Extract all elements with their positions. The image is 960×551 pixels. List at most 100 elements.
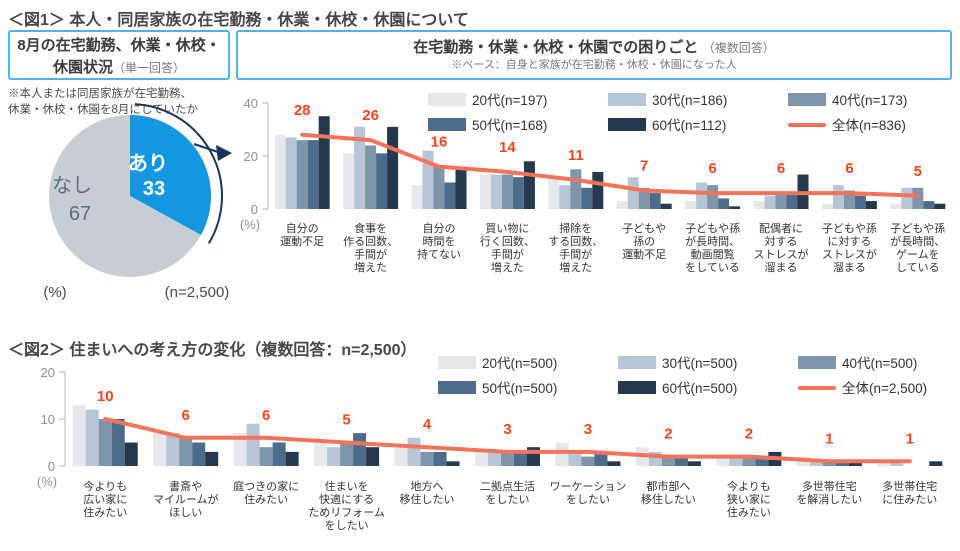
category-label: 移住したい — [641, 492, 696, 506]
bar — [72, 404, 86, 466]
y-tick-label: 0 — [48, 459, 55, 474]
bar — [716, 456, 730, 466]
category-label: 子どもや孫 — [822, 222, 877, 235]
category-label: 自分の — [423, 222, 456, 235]
bar — [394, 447, 408, 466]
bar — [205, 451, 219, 466]
category-label: 地方へ — [411, 479, 444, 493]
total-value-label: 11 — [568, 147, 584, 164]
bar — [687, 461, 701, 466]
bar — [327, 447, 341, 466]
y-tick-label: 10 — [41, 412, 55, 427]
bar — [809, 461, 823, 466]
category-label: 子どもや孫 — [685, 222, 740, 235]
bar — [848, 461, 862, 466]
bar — [854, 195, 866, 209]
bar — [387, 126, 399, 209]
category-label: 買い物に — [485, 221, 529, 235]
bar — [446, 461, 460, 466]
total-value-label: 6 — [777, 160, 785, 177]
legend-swatch — [608, 118, 646, 131]
category-label: 対する — [765, 234, 798, 248]
category-label: 増えた — [354, 261, 387, 274]
category-label: 狭い家に — [727, 492, 771, 506]
category-label: 手間が — [491, 247, 524, 261]
pie-no-value: 67 — [69, 203, 91, 225]
bar — [514, 451, 527, 466]
bar — [786, 193, 798, 209]
category-label: 掃除を — [559, 221, 592, 235]
bar — [890, 203, 902, 209]
bar — [433, 451, 447, 466]
bar — [376, 153, 388, 209]
bar — [607, 461, 621, 466]
total-value-label: 14 — [499, 139, 516, 156]
bar — [729, 456, 743, 466]
bar — [685, 201, 697, 209]
bar — [523, 161, 535, 209]
bar — [775, 193, 787, 209]
category-label: 溜まる — [765, 260, 798, 274]
bar — [660, 203, 672, 209]
bar — [314, 442, 328, 466]
bar — [274, 134, 286, 209]
category-label: 運動不足 — [622, 247, 666, 261]
arrow-line — [193, 143, 219, 153]
bar — [627, 177, 639, 209]
figure1-title: ＜図1＞ 本人・同居家族の在宅勤務・休業・休校・休園について — [8, 12, 469, 29]
bar — [616, 201, 628, 209]
bar — [638, 187, 650, 209]
bar — [649, 193, 661, 209]
bar — [420, 451, 434, 466]
figure1-left-answer-type: （単一回答） — [113, 60, 186, 75]
category-label: ストレスが — [754, 247, 809, 261]
category-label: ほしい — [169, 506, 202, 519]
bar — [433, 166, 445, 209]
category-label: ワーケーション — [550, 480, 627, 493]
legend-swatch — [428, 93, 466, 106]
category-label: 書斎や — [169, 479, 202, 493]
bar — [865, 201, 877, 209]
figure1-left-heading: 8月の在宅勤務、休業・休校・休園状況 — [17, 37, 221, 76]
total-value-label: 1 — [825, 430, 833, 447]
legend-label: 40代(n=500) — [842, 356, 917, 371]
category-label: 多世帯住宅 — [802, 479, 857, 493]
bar — [877, 461, 891, 466]
total-value-label: 5 — [914, 163, 922, 180]
bar — [272, 442, 286, 466]
bar — [85, 409, 99, 466]
category-label: 増えた — [559, 261, 592, 274]
arrow-head-icon — [216, 145, 232, 161]
bar — [192, 442, 206, 466]
bar — [166, 433, 180, 466]
total-value-label: 7 — [640, 157, 648, 174]
category-label: 子どもや孫 — [890, 222, 945, 235]
total-value-label: 26 — [362, 107, 379, 124]
category-label: 孫の — [633, 235, 655, 248]
bar — [179, 437, 193, 466]
bar — [501, 451, 514, 466]
bar — [559, 185, 571, 209]
category-label: をしたい — [325, 519, 369, 532]
figure1-base-note: ※ベース：自身と家族が在宅勤務・休校・休園になった人 — [451, 58, 737, 71]
legend-label: 50代(n=500) — [482, 381, 557, 396]
bar — [343, 153, 355, 209]
bar — [307, 140, 319, 209]
category-label: 快適にする — [319, 492, 374, 506]
legend-swatch — [438, 381, 476, 394]
bar — [548, 177, 560, 209]
legend-line-swatch — [788, 123, 826, 127]
legend-label: 全体(n=2,500) — [842, 380, 927, 396]
y-tick-label: 20 — [244, 149, 258, 164]
legend-line-swatch — [798, 386, 836, 390]
bar — [594, 451, 608, 466]
bar — [570, 169, 582, 209]
pie-chart: あり 33 なし 67 (%) (n=2,500) — [43, 103, 232, 301]
bar — [742, 456, 756, 466]
legend-label: 30代(n=500) — [662, 356, 737, 371]
total-value-label: 28 — [294, 102, 311, 119]
bar — [488, 451, 501, 466]
category-label: が長時間、 — [685, 234, 740, 248]
